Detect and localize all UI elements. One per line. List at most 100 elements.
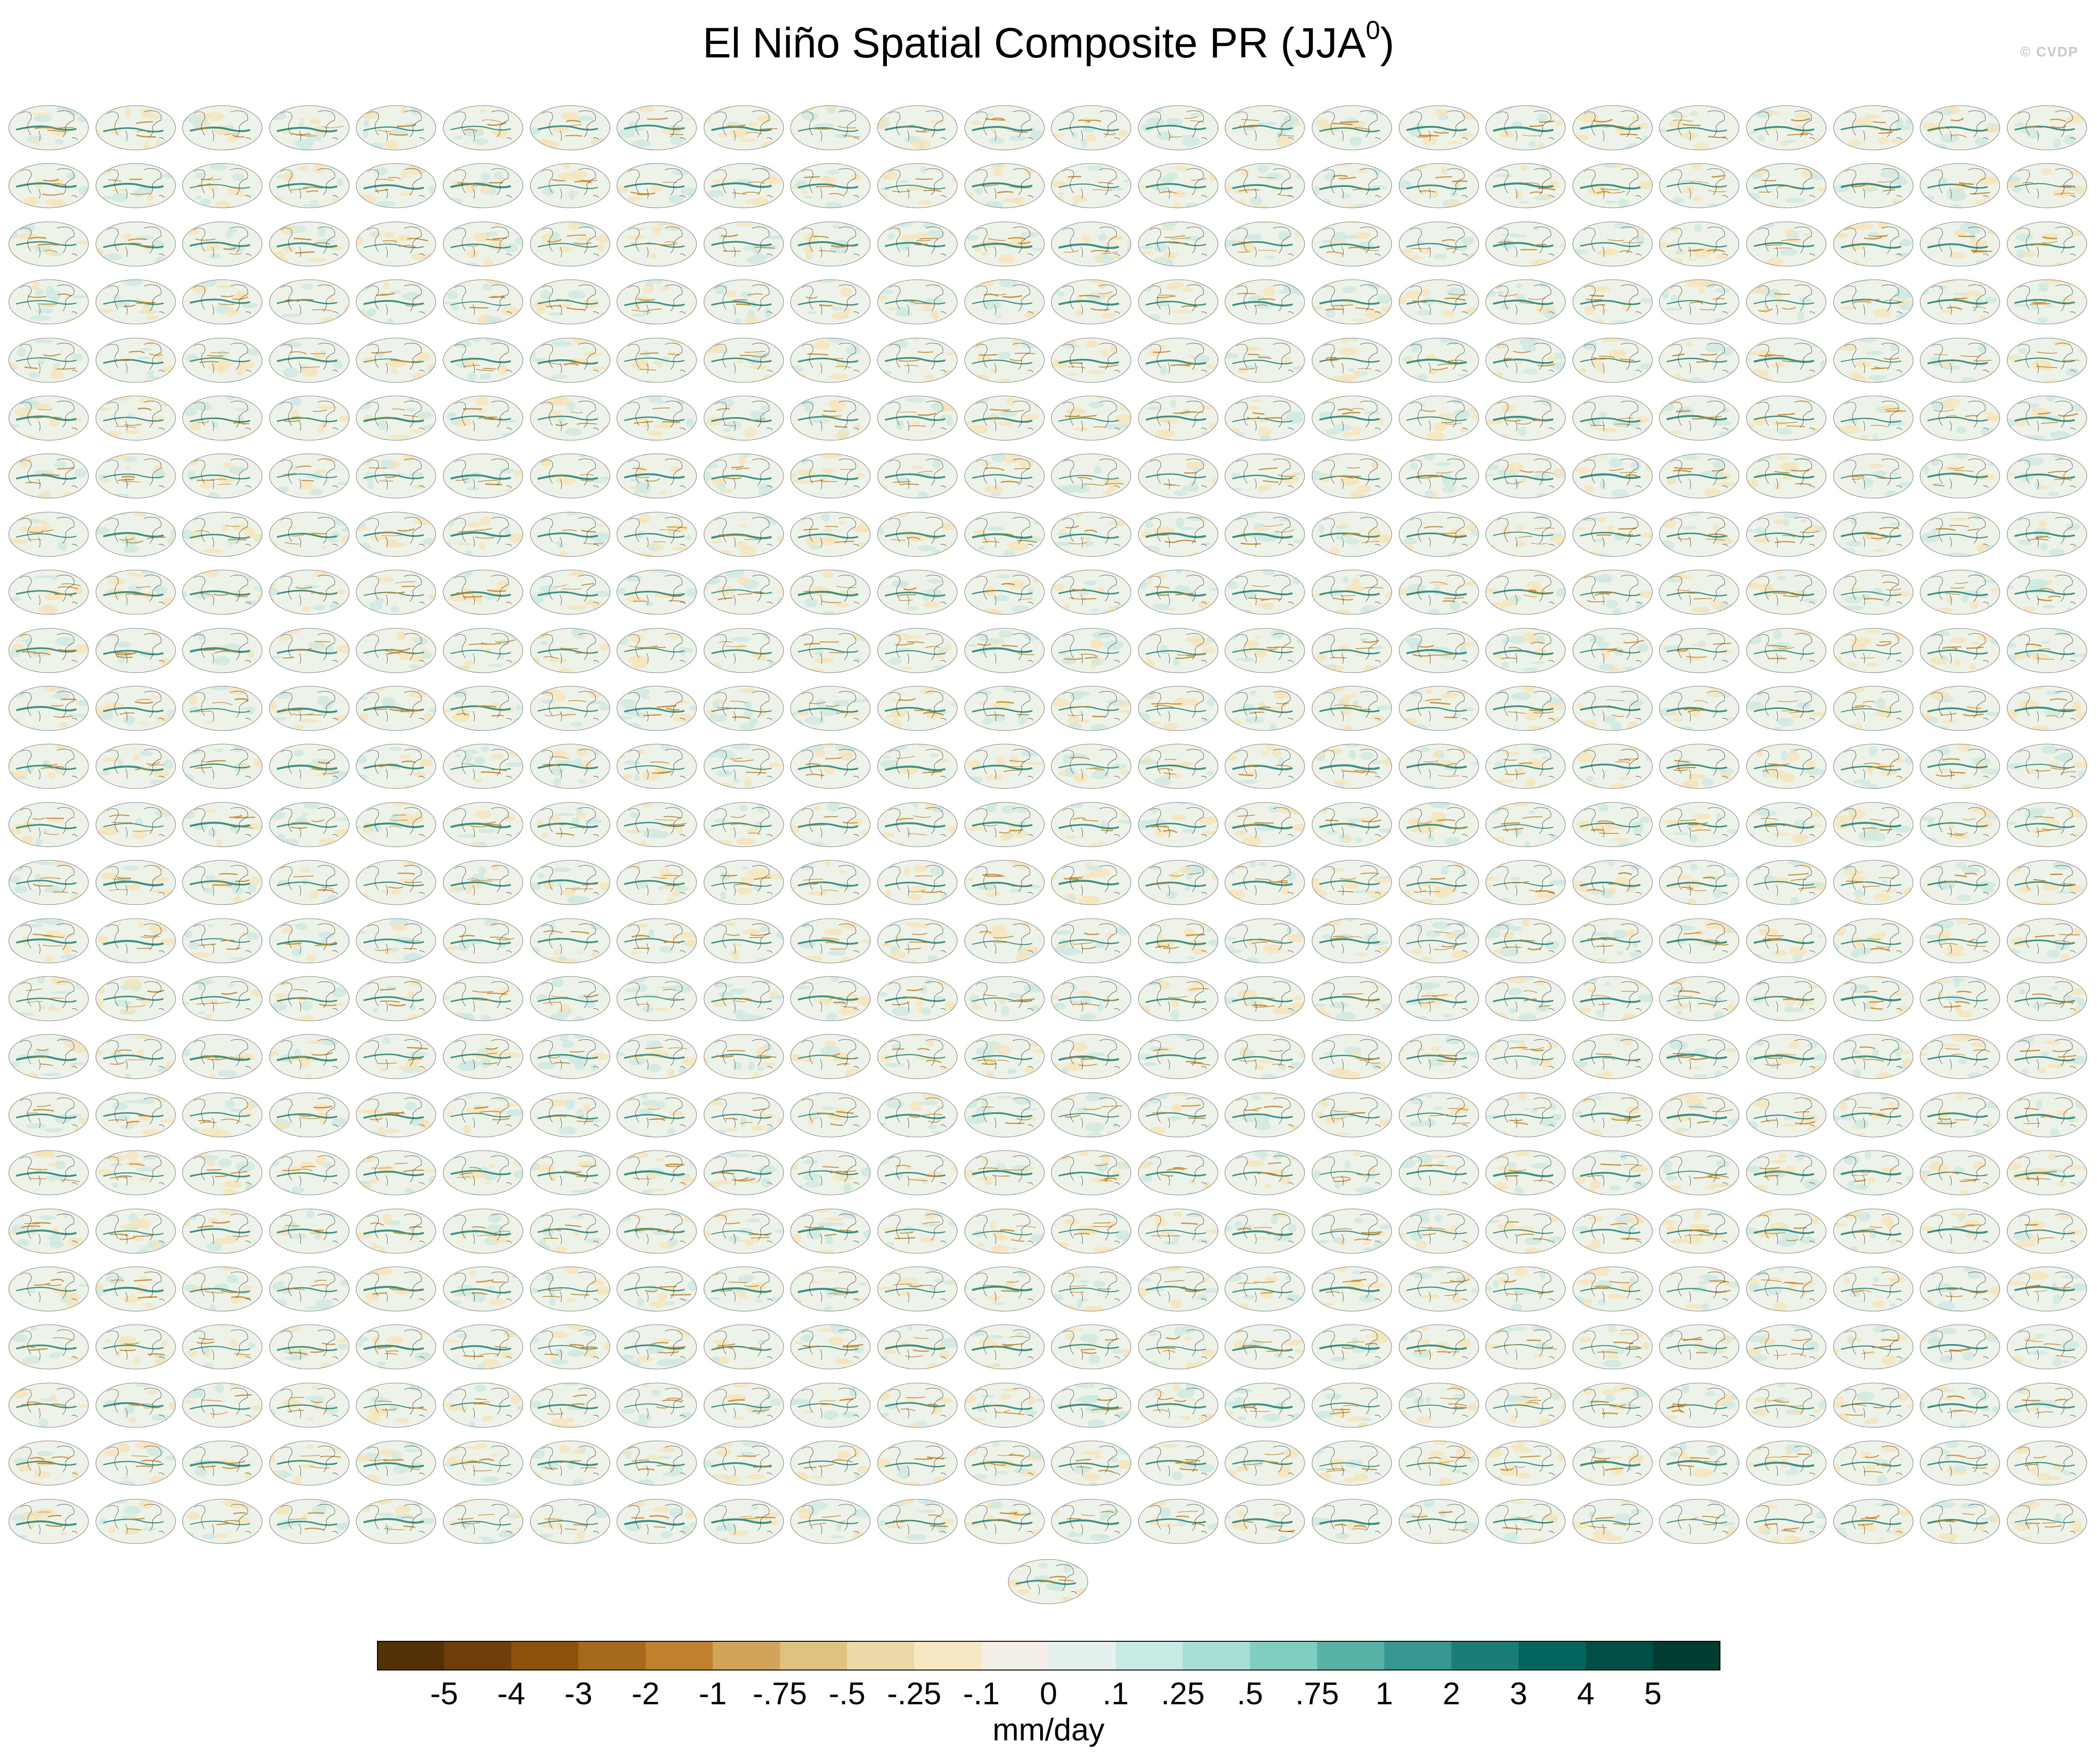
colorbar-tick-label: 3 <box>1510 1676 1527 1711</box>
map-border <box>2007 163 2087 208</box>
map-panel <box>1829 1258 1916 1316</box>
map-ocean <box>1920 802 2000 847</box>
map-panel <box>265 1316 352 1374</box>
map-thumbnail <box>530 221 610 267</box>
map-panel <box>1047 271 1134 329</box>
map-thumbnail <box>1659 802 1739 847</box>
map-thumbnail <box>95 976 176 1021</box>
map-border <box>530 802 610 847</box>
map-panel <box>1742 504 1829 561</box>
map-panel <box>961 388 1047 445</box>
map-panel <box>1134 1201 1221 1258</box>
map-panel <box>1829 1432 1916 1490</box>
map-panel <box>1916 330 2003 387</box>
map-thumbnail <box>356 918 436 963</box>
map-thumbnail <box>616 976 697 1021</box>
map-panel <box>961 678 1047 735</box>
map-thumbnail <box>1312 569 1392 615</box>
map-panel <box>1916 155 2003 213</box>
map-panel <box>352 388 439 445</box>
map-border <box>1746 628 1827 673</box>
map-thumbnail <box>182 628 263 673</box>
colorbar-tick-label: 1 <box>1375 1676 1393 1711</box>
map-thumbnail <box>1485 512 1566 557</box>
map-thumbnail <box>1051 686 1131 731</box>
map-ocean <box>443 221 523 266</box>
map-panel <box>961 910 1047 968</box>
map-border <box>356 802 436 847</box>
map-ocean <box>530 396 610 440</box>
colorbar-tick-label: .25 <box>1161 1676 1205 1711</box>
colorbar-segment <box>511 1641 579 1670</box>
map-thumbnail <box>1224 453 1305 499</box>
map-ocean <box>530 860 610 905</box>
map-thumbnail <box>1833 860 1913 905</box>
map-thumbnail <box>1312 744 1392 789</box>
map-panel <box>1655 1491 1742 1548</box>
map-thumbnail <box>1138 918 1218 963</box>
map-thumbnail <box>182 221 263 267</box>
map-panel <box>352 155 439 213</box>
map-border <box>703 802 784 847</box>
map-thumbnail <box>964 1499 1044 1544</box>
map-ocean <box>1312 918 1392 963</box>
map-panel <box>178 562 265 619</box>
map-border <box>1312 221 1392 267</box>
map-border <box>95 918 176 963</box>
map-border <box>269 686 350 731</box>
map-border <box>269 744 350 789</box>
map-thumbnail <box>1399 802 1479 847</box>
map-thumbnail <box>703 569 784 615</box>
map-border <box>616 860 697 905</box>
colorbar-tick-label: -2 <box>631 1676 660 1711</box>
map-thumbnail <box>1312 1150 1392 1195</box>
map-panel <box>700 1084 786 1142</box>
map-thumbnail <box>2007 279 2087 325</box>
map-thumbnail <box>530 1034 610 1079</box>
map-thumbnail <box>1833 1092 1913 1138</box>
map-thumbnail <box>1485 453 1566 499</box>
map-panel <box>1047 330 1134 387</box>
map-border <box>1312 744 1392 789</box>
map-panel <box>2003 388 2090 445</box>
map-thumbnail <box>877 395 958 441</box>
map-panel <box>613 445 699 503</box>
map-panel <box>1742 1258 1829 1316</box>
map-panel <box>873 562 960 619</box>
map-border <box>1399 163 1479 208</box>
map-border <box>356 453 436 499</box>
map-thumbnail <box>1224 744 1305 789</box>
map-thumbnail <box>1659 918 1739 963</box>
map-panel <box>439 97 526 155</box>
map-thumbnail <box>1312 628 1392 673</box>
map-panel <box>1134 1142 1221 1200</box>
map-thumbnail <box>964 569 1044 615</box>
colorbar-segment <box>847 1641 915 1670</box>
map-thumbnail <box>616 221 697 267</box>
map-thumbnail <box>1051 1382 1131 1428</box>
map-thumbnail <box>1051 802 1131 847</box>
map-panel <box>1134 445 1221 503</box>
map-border <box>530 279 610 325</box>
map-thumbnail <box>703 1440 784 1486</box>
map-thumbnail <box>1485 802 1566 847</box>
map-panel <box>1916 388 2003 445</box>
map-panel <box>1395 445 1482 503</box>
map-panel <box>1569 1316 1655 1374</box>
map-border <box>1399 802 1479 847</box>
map-thumbnail <box>356 860 436 905</box>
map-border <box>1833 512 1913 557</box>
map-thumbnail <box>1312 221 1392 267</box>
map-thumbnail <box>1833 512 1913 557</box>
map-ocean <box>1659 744 1739 789</box>
map-thumbnail <box>1138 221 1218 267</box>
map-panel <box>1395 794 1482 851</box>
map-thumbnail <box>1833 918 1913 963</box>
map-border <box>1659 395 1739 441</box>
map-panel <box>1134 678 1221 735</box>
map-panel <box>265 562 352 619</box>
map-panel <box>1916 562 2003 619</box>
map-thumbnail <box>1833 1324 1913 1370</box>
colorbar-segment <box>1451 1641 1519 1670</box>
colorbar-segment <box>1183 1641 1250 1670</box>
